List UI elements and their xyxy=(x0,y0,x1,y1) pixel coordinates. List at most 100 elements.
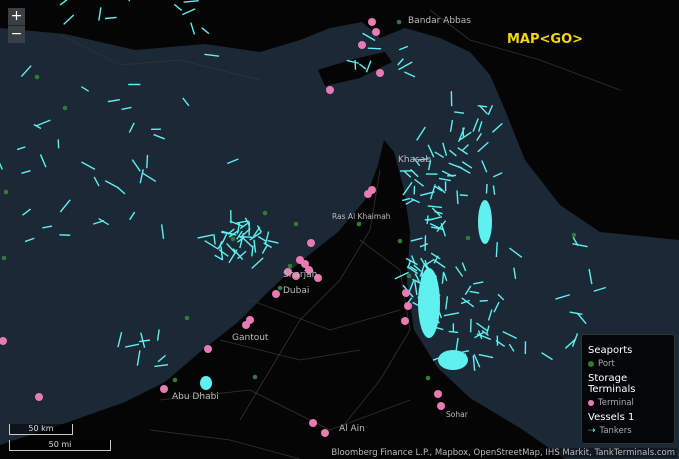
port-marker[interactable] xyxy=(184,315,190,321)
port-marker[interactable] xyxy=(425,375,431,381)
tanker-marker[interactable] xyxy=(437,185,446,194)
tanker-marker[interactable] xyxy=(429,222,445,231)
tanker-marker[interactable] xyxy=(572,243,588,248)
tanker-marker[interactable] xyxy=(423,258,435,267)
terminal-marker[interactable] xyxy=(204,345,212,353)
legend-terminal[interactable]: Terminal xyxy=(588,398,668,408)
tanker-marker[interactable] xyxy=(492,185,496,195)
tanker-marker[interactable] xyxy=(405,198,415,205)
tanker-marker[interactable] xyxy=(459,194,468,197)
tanker-marker[interactable] xyxy=(35,119,51,127)
tanker-marker[interactable] xyxy=(487,104,494,116)
tanker-marker[interactable] xyxy=(267,239,279,244)
port-marker[interactable] xyxy=(1,255,7,261)
terminal-marker[interactable] xyxy=(372,28,380,36)
port-marker[interactable] xyxy=(172,377,178,383)
tanker-marker[interactable] xyxy=(136,350,141,366)
tanker-marker[interactable] xyxy=(474,331,485,339)
tanker-marker[interactable] xyxy=(251,245,254,257)
terminal-marker[interactable] xyxy=(307,239,315,247)
tanker-marker[interactable] xyxy=(478,121,483,132)
tanker-marker[interactable] xyxy=(477,104,488,108)
tanker-cluster[interactable] xyxy=(478,200,492,244)
tanker-marker[interactable] xyxy=(129,211,136,221)
tanker-marker[interactable] xyxy=(493,172,503,178)
tanker-marker[interactable] xyxy=(220,246,224,261)
tanker-marker[interactable] xyxy=(128,122,135,133)
tanker-marker[interactable] xyxy=(153,133,165,140)
tanker-marker[interactable] xyxy=(495,242,498,258)
tanker-marker[interactable] xyxy=(358,63,367,70)
tanker-marker[interactable] xyxy=(460,349,470,354)
terminal-marker[interactable] xyxy=(326,86,334,94)
tanker-marker[interactable] xyxy=(405,257,418,266)
tanker-marker[interactable] xyxy=(569,311,583,316)
tanker-marker[interactable] xyxy=(237,250,247,260)
tanker-marker[interactable] xyxy=(236,230,243,240)
tanker-marker[interactable] xyxy=(555,294,571,300)
tanker-marker[interactable] xyxy=(397,58,404,66)
port-marker[interactable] xyxy=(571,232,577,238)
tanker-marker[interactable] xyxy=(464,285,472,296)
tanker-marker[interactable] xyxy=(251,257,264,269)
tanker-marker[interactable] xyxy=(493,301,500,313)
tanker-marker[interactable] xyxy=(413,264,422,272)
tanker-marker[interactable] xyxy=(454,111,465,114)
zoom-in-button[interactable]: + xyxy=(8,8,25,25)
tanker-marker[interactable] xyxy=(236,236,245,243)
tanker-marker[interactable] xyxy=(455,266,464,277)
tanker-marker[interactable] xyxy=(476,132,483,142)
tanker-marker[interactable] xyxy=(414,273,420,282)
port-marker[interactable] xyxy=(396,19,402,25)
tanker-marker[interactable] xyxy=(473,281,484,285)
tanker-marker[interactable] xyxy=(475,322,489,332)
tanker-marker[interactable] xyxy=(42,225,53,229)
tanker-marker[interactable] xyxy=(433,259,446,269)
tanker-marker[interactable] xyxy=(564,338,577,349)
tanker-marker[interactable] xyxy=(445,296,449,310)
tanker-marker[interactable] xyxy=(427,216,443,222)
tanker-marker[interactable] xyxy=(22,208,31,216)
tanker-marker[interactable] xyxy=(59,0,68,6)
tanker-marker[interactable] xyxy=(588,268,593,285)
terminal-marker[interactable] xyxy=(242,321,250,329)
tanker-marker[interactable] xyxy=(459,131,472,141)
tanker-marker[interactable] xyxy=(479,105,488,115)
terminal-marker[interactable] xyxy=(321,429,329,437)
port-marker[interactable] xyxy=(277,285,283,291)
tanker-marker[interactable] xyxy=(434,151,445,159)
tanker-marker[interactable] xyxy=(204,240,219,250)
tanker-marker[interactable] xyxy=(261,244,269,254)
port-marker[interactable] xyxy=(252,374,258,380)
tanker-marker[interactable] xyxy=(593,286,607,292)
tanker-cluster[interactable] xyxy=(418,268,440,338)
tanker-marker[interactable] xyxy=(487,309,493,321)
tanker-marker[interactable] xyxy=(508,343,515,352)
port-marker[interactable] xyxy=(356,221,362,227)
tanker-marker[interactable] xyxy=(221,233,228,243)
tanker-marker[interactable] xyxy=(433,255,439,264)
tanker-marker[interactable] xyxy=(440,222,447,237)
tanker-marker[interactable] xyxy=(443,312,460,317)
terminal-marker[interactable] xyxy=(0,337,7,345)
terminal-marker[interactable] xyxy=(364,190,372,198)
tanker-marker[interactable] xyxy=(402,197,411,202)
port-marker[interactable] xyxy=(34,74,40,80)
tanker-marker[interactable] xyxy=(365,60,372,73)
tanker-marker[interactable] xyxy=(239,222,248,230)
tanker-marker[interactable] xyxy=(253,239,257,253)
tanker-marker[interactable] xyxy=(24,237,35,243)
tanker-marker[interactable] xyxy=(256,225,263,233)
tanker-marker[interactable] xyxy=(182,97,190,107)
tanker-marker[interactable] xyxy=(107,99,120,103)
port-marker[interactable] xyxy=(397,238,403,244)
tanker-marker[interactable] xyxy=(98,217,109,226)
tanker-marker[interactable] xyxy=(402,181,413,196)
tanker-marker[interactable] xyxy=(228,229,240,238)
tanker-marker[interactable] xyxy=(430,252,441,260)
port-marker[interactable] xyxy=(465,235,471,241)
tanker-marker[interactable] xyxy=(160,224,165,239)
tanker-marker[interactable] xyxy=(443,272,448,282)
terminal-marker[interactable] xyxy=(368,18,376,26)
tanker-marker[interactable] xyxy=(214,254,223,261)
